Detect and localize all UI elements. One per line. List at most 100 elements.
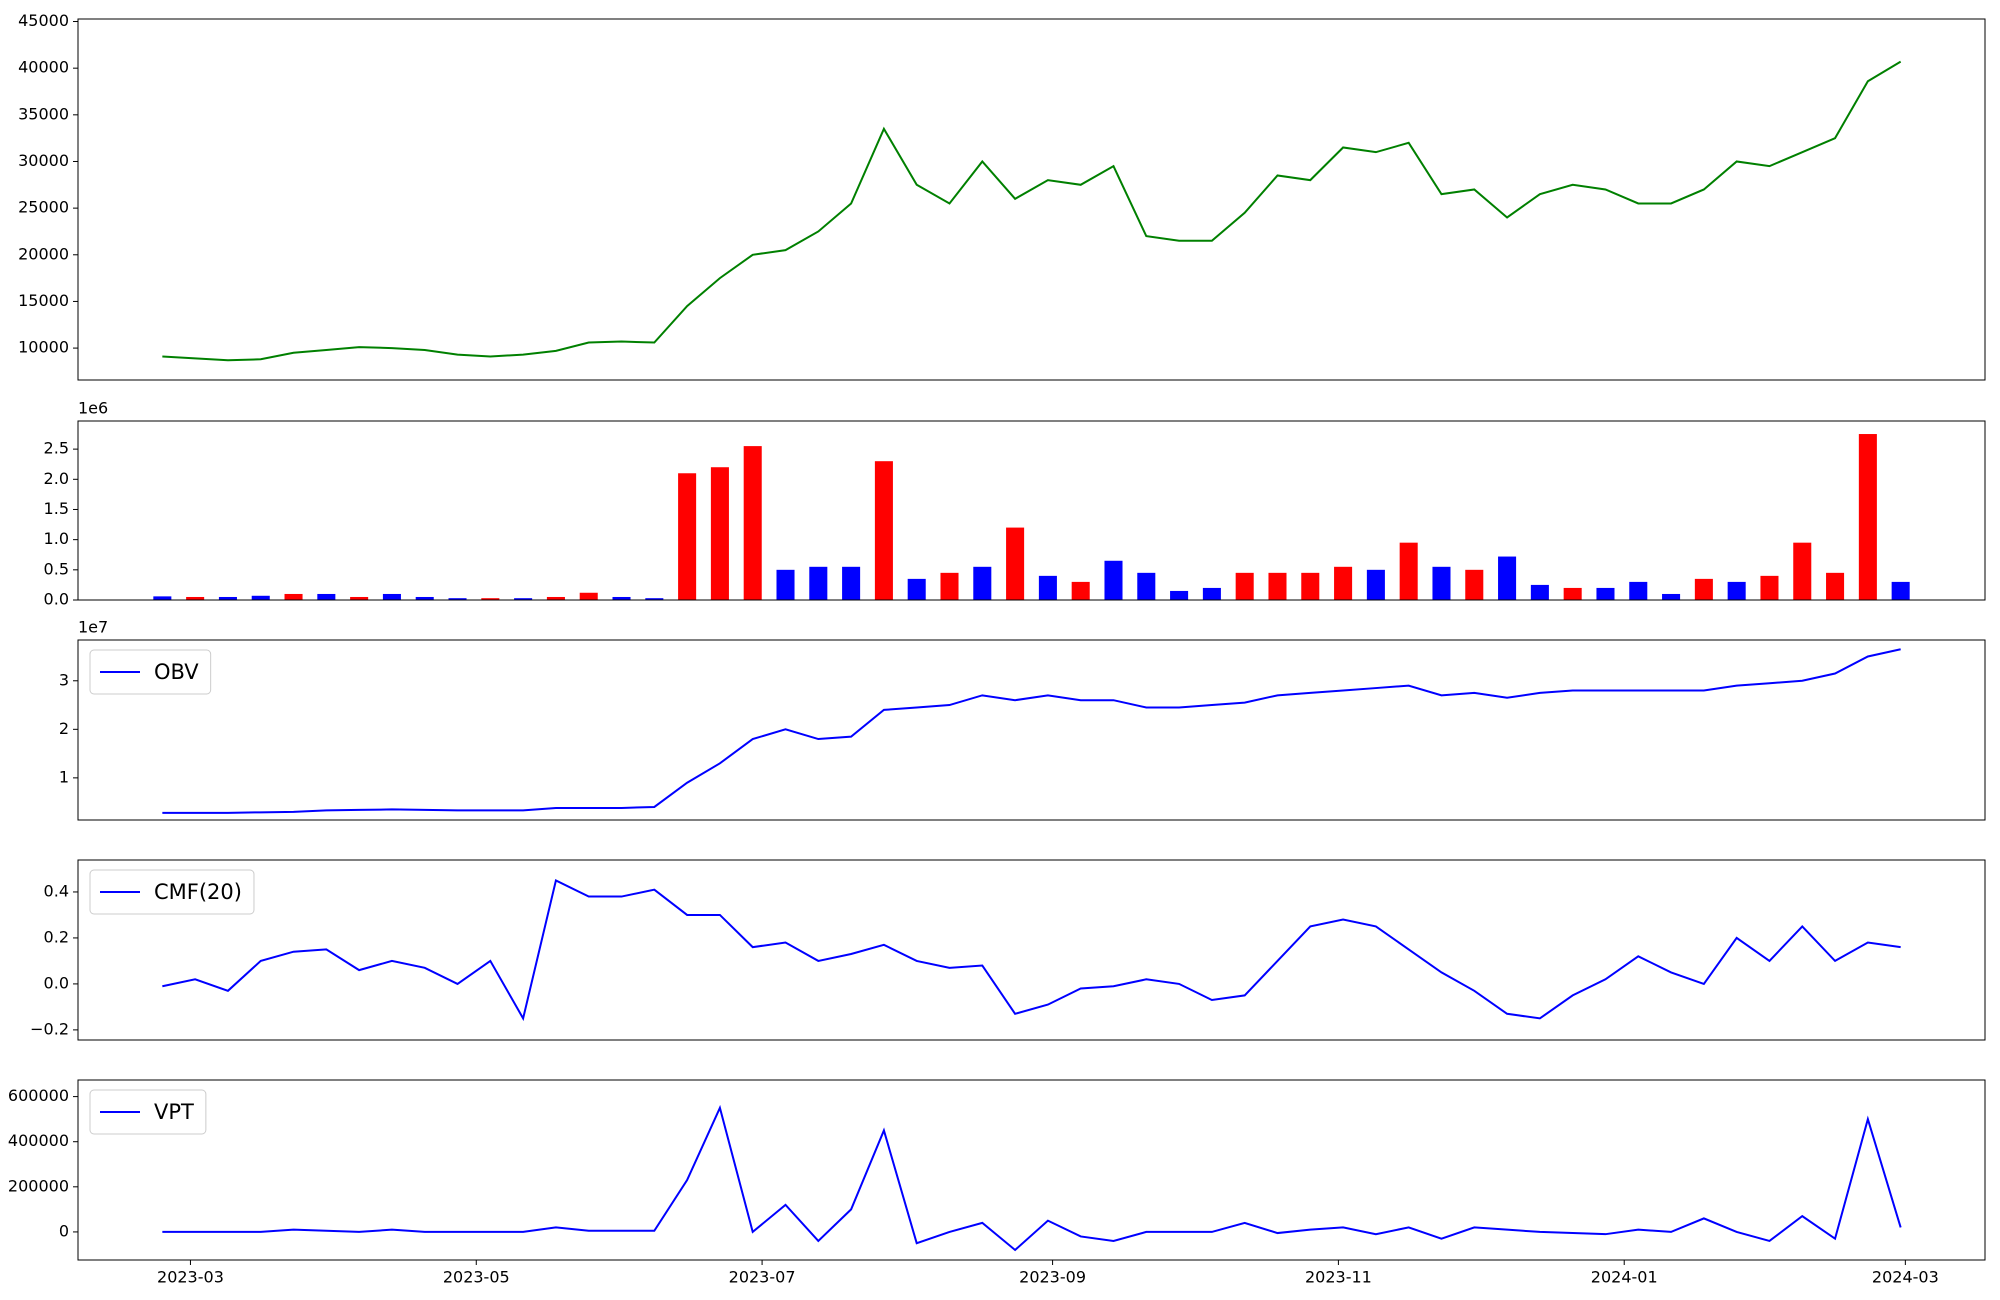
axes-frame (77, 859, 1986, 1041)
volume-bar (874, 461, 893, 600)
y-tick-label: −0.2 (30, 1019, 69, 1038)
volume-bar (251, 595, 270, 600)
volume-bar (448, 598, 467, 600)
volume-bar (907, 578, 926, 600)
y-tick-label: 30000 (18, 151, 69, 170)
y-offset-label: 1e6 (78, 399, 108, 418)
volume-bar (1038, 575, 1057, 600)
volume-bar (1793, 542, 1812, 600)
volume-bar (940, 572, 959, 600)
volume-bar (1694, 578, 1713, 600)
volume-bar (1858, 434, 1877, 600)
volume-bar (842, 566, 861, 600)
x-tick-label: 2023-09 (1019, 1268, 1086, 1287)
volume-bar (1826, 572, 1845, 600)
volume-bar (218, 596, 237, 600)
volume-bar (1596, 587, 1615, 600)
x-tick-label: 2023-03 (157, 1268, 224, 1287)
volume-bar (579, 592, 598, 600)
axes-frame (77, 1079, 1986, 1261)
data-line (162, 879, 1901, 1022)
legend-box (89, 649, 212, 695)
y-tick-label: 15000 (18, 291, 69, 310)
volume-bar (514, 598, 533, 600)
y-offset-label: 1e7 (78, 618, 108, 637)
legend-box (89, 1089, 207, 1135)
volume-bar (1104, 560, 1123, 600)
y-tick-label: 0.4 (44, 881, 69, 900)
panel: 10000 15000 20000 25000 30000 35000 40000 45000 (18, 11, 1986, 381)
volume-bar (1170, 590, 1189, 600)
volume-bar (809, 566, 828, 600)
volume-bar (645, 598, 664, 600)
y-tick-label: 2.0 (44, 469, 69, 488)
volume-bar (317, 593, 336, 600)
y-tick-label: 600000 (8, 1086, 69, 1105)
volume-bar (153, 596, 172, 600)
y-tick-label: 35000 (18, 104, 69, 123)
y-tick-label: 1.0 (44, 529, 69, 548)
volume-bar (1235, 572, 1254, 600)
x-tick-label: 2023-07 (729, 1268, 796, 1287)
volume-bar (1760, 575, 1779, 600)
volume-bar (776, 569, 795, 600)
data-line (162, 1104, 1902, 1252)
volume-bar (1465, 569, 1484, 600)
y-tick-label: 400000 (8, 1131, 69, 1150)
volume-bar (743, 446, 762, 600)
x-tick-label: 2024-03 (1872, 1268, 1939, 1287)
volume-bar (1301, 572, 1320, 600)
volume-bar (186, 596, 205, 600)
volume-bar (284, 593, 303, 600)
volume-bar (1202, 587, 1221, 600)
volume-bar (481, 598, 500, 600)
volume-bar (546, 596, 565, 600)
volume-bar (710, 467, 729, 600)
volume-bar (1498, 556, 1517, 600)
y-tick-label: 40000 (18, 58, 69, 77)
volume-bar (1137, 572, 1156, 600)
x-tick-label: 2024-01 (1591, 1268, 1658, 1287)
y-tick-label: 45000 (18, 11, 69, 30)
y-tick-label: 10000 (18, 338, 69, 357)
panel: −0.2 0.0 0.2 0.4 CMF(20) (30, 859, 1986, 1041)
legend-box (89, 869, 255, 915)
axes-frame (77, 639, 1986, 821)
volume-bar (1629, 581, 1648, 600)
volume-bar (973, 566, 992, 600)
x-tick-label: 2023-11 (1305, 1268, 1372, 1287)
y-tick-label: 0.2 (44, 927, 69, 946)
volume-bar (1662, 593, 1681, 600)
panel: 1 2 3 1e7 OBV (59, 618, 1986, 821)
y-tick-label: 20000 (18, 244, 69, 263)
y-tick-label: 3 (59, 670, 69, 689)
y-tick-label: 0 (59, 1221, 69, 1240)
legend: CMF(20) (89, 869, 255, 915)
y-tick-label: 2.5 (44, 439, 69, 458)
volume-bar (1071, 581, 1090, 600)
data-line (162, 60, 1902, 362)
y-tick-label: 0.0 (44, 973, 69, 992)
volume-bar (1366, 569, 1385, 600)
volume-bar (382, 593, 401, 600)
x-tick-label: 2023-05 (443, 1268, 510, 1287)
legend-label: VPT (154, 1100, 194, 1124)
data-line (162, 648, 1901, 814)
y-tick-label: 1.5 (44, 499, 69, 518)
volume-bar (1268, 572, 1287, 600)
y-tick-label: 0.5 (44, 559, 69, 578)
volume-bar (1563, 587, 1582, 600)
volume-bar (350, 596, 369, 600)
volume-bar (1399, 542, 1418, 600)
y-tick-label: 2 (59, 719, 69, 738)
y-tick-label: 200000 (8, 1176, 69, 1195)
y-tick-label: 25000 (18, 198, 69, 217)
volume-bar (678, 473, 697, 600)
panel: 0.0 0.5 1.0 1.5 2.0 2.5 1e6 (44, 399, 1986, 609)
axes-frame (77, 18, 1986, 381)
volume-bar (612, 596, 631, 600)
volume-bar (1432, 566, 1451, 600)
legend-label: OBV (154, 660, 199, 684)
